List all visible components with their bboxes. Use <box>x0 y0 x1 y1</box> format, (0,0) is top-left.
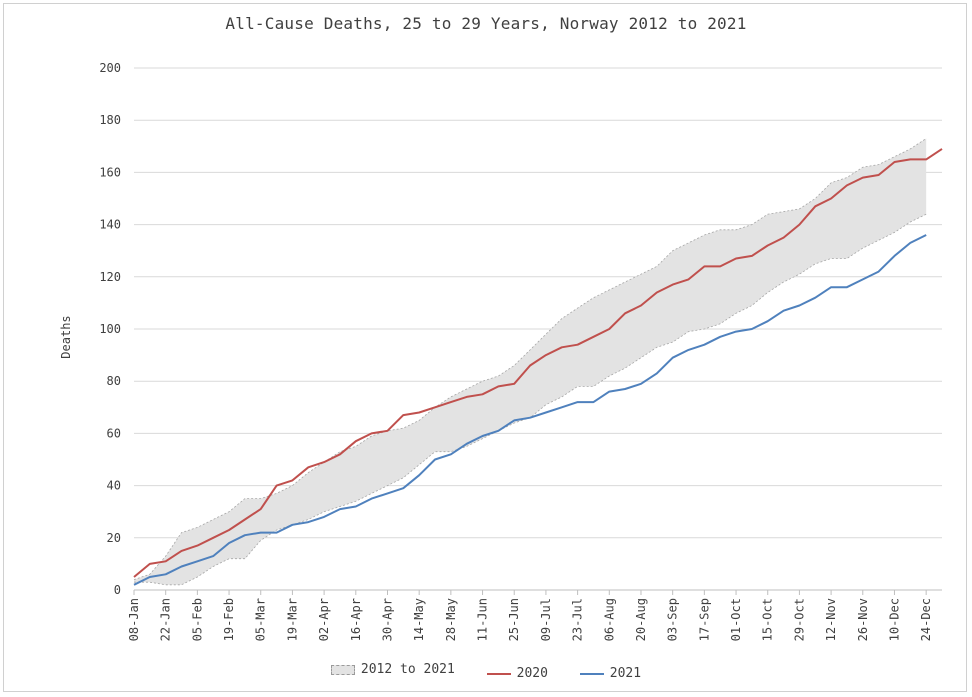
x-tick-label: 26-Nov <box>856 598 870 641</box>
x-tick-label: 06-Aug <box>602 598 616 641</box>
series-line-2020 <box>133 148 943 578</box>
x-tick-label: 12-Nov <box>824 598 838 641</box>
x-tick-label: 11-Jun <box>476 598 490 641</box>
legend-swatch-band <box>330 664 355 675</box>
x-tick-label: 25-Jun <box>507 598 521 641</box>
x-tick-label: 19-Feb <box>222 598 236 641</box>
y-tick-label: 140 <box>99 218 121 232</box>
x-tick-label: 10-Dec <box>887 598 901 641</box>
band-area-2012-to-2021 <box>134 138 927 585</box>
x-tick-label: 05-Mar <box>254 598 268 641</box>
y-tick-label: 100 <box>99 322 121 336</box>
x-tick-label: 09-Jul <box>539 598 553 641</box>
y-tick-label: 40 <box>107 479 121 493</box>
legend-label-2021: 2021 <box>609 666 642 681</box>
x-tick-label: 16-Apr <box>349 598 363 641</box>
x-tick-label: 28-May <box>444 598 458 641</box>
series-line-2021 <box>133 234 927 586</box>
x-tick-label: 08-Jan <box>127 598 141 641</box>
x-tick-label: 19-Mar <box>285 598 299 641</box>
x-tick-label: 23-Jul <box>571 598 585 641</box>
y-tick-label: 80 <box>107 374 121 388</box>
y-tick-label: 180 <box>99 113 121 127</box>
x-tick-label: 22-Jan <box>159 598 173 641</box>
legend-label-2020: 2020 <box>516 666 548 681</box>
x-tick-label: 01-Oct <box>729 598 743 641</box>
x-tick-label: 14-May <box>412 598 426 641</box>
y-tick-label: 120 <box>99 270 121 284</box>
x-tick-label: 30-Apr <box>380 598 394 641</box>
legend-swatch-2020 <box>486 672 511 675</box>
x-tick-label: 24-Dec <box>919 598 933 641</box>
band-upper-edge <box>133 138 927 580</box>
legend-swatch-2021 <box>579 672 604 675</box>
legend-item-band: 2012 to 2021 <box>330 662 455 677</box>
legend: 2012 to 2021 2020 2021 <box>0 662 972 681</box>
legend-item-2020: 2020 <box>486 666 548 681</box>
x-tick-label: 02-Apr <box>317 598 331 641</box>
y-tick-label: 200 <box>99 61 121 75</box>
x-tick-label: 29-Oct <box>792 598 806 641</box>
x-tick-label: 20-Aug <box>634 598 648 641</box>
x-tick-label: 15-Oct <box>761 598 775 641</box>
y-tick-label: 160 <box>99 165 121 179</box>
y-tick-label: 20 <box>107 531 121 545</box>
chart-title: All-Cause Deaths, 25 to 29 Years, Norway… <box>225 14 747 33</box>
y-tick-label: 60 <box>107 426 121 440</box>
x-tick-label: 03-Sep <box>666 598 680 641</box>
y-tick-label: 0 <box>114 583 121 597</box>
legend-label-band: 2012 to 2021 <box>360 662 455 677</box>
x-tick-label: 05-Feb <box>190 598 204 641</box>
legend-item-2021: 2021 <box>579 666 642 681</box>
x-tick-label: 17-Sep <box>697 598 711 641</box>
